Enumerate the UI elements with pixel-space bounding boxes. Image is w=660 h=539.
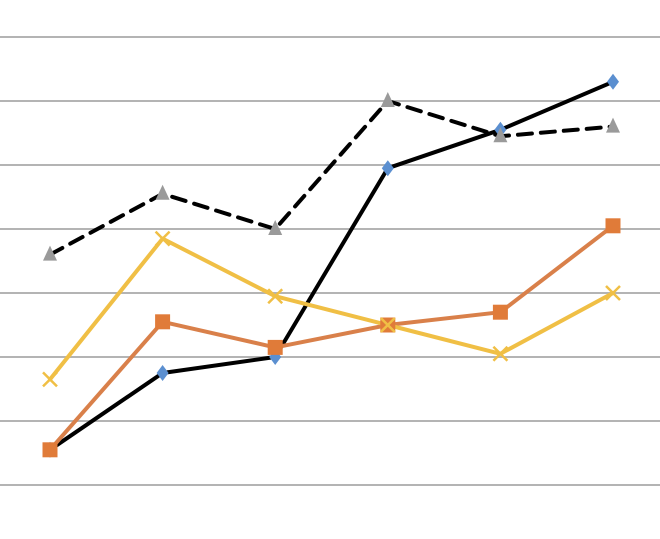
data-point-series-4 [267,288,284,305]
data-point-series-3 [380,92,395,107]
data-point-series-1 [607,73,619,90]
data-point-series-3 [493,127,508,143]
data-point-series-1 [381,160,394,177]
data-point-series-2 [42,442,58,458]
series-line-4 [48,236,615,382]
data-point-series-3 [606,117,620,133]
data-point-series-2 [267,339,283,355]
series-markers [42,73,621,458]
series-line-1 [48,79,615,452]
data-point-series-4 [492,345,509,362]
data-point-series-4 [42,371,58,388]
data-point-series-4 [605,285,621,301]
data-point-series-1 [156,365,169,381]
series-line-2 [48,223,615,452]
data-point-series-4 [379,317,396,333]
series-line-3 [48,99,615,257]
data-point-series-3 [268,220,283,235]
data-point-series-2 [155,314,171,330]
data-point-series-3 [43,245,57,261]
data-point-series-4 [154,230,171,247]
data-point-series-3 [155,184,170,200]
data-point-series-2 [605,218,621,234]
data-point-series-2 [492,304,508,320]
series-lines [48,79,615,452]
